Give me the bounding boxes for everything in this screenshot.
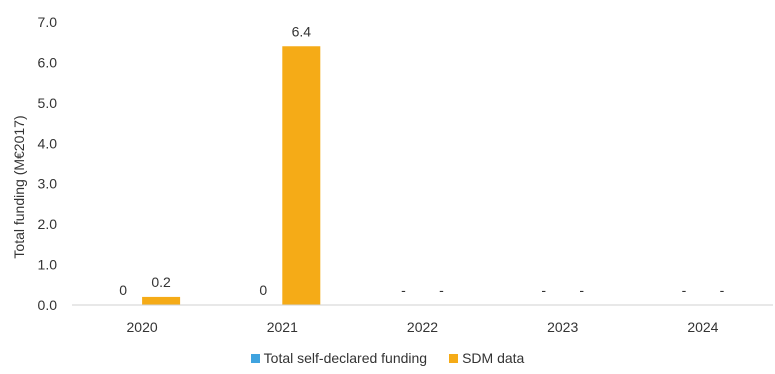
y-tick-label: 3.0 [38,176,58,192]
y-tick-label: 0.0 [38,297,58,313]
legend-swatch-sdm [449,353,459,363]
legend-label-self-declared: Total self-declared funding [263,350,428,366]
y-tick-label: 2.0 [38,216,58,232]
data-label: 0 [119,282,127,298]
x-tick-label: 2021 [267,319,298,335]
data-label: - [439,282,444,298]
data-label: - [682,282,687,298]
legend-swatch-self-declared [250,353,260,363]
y-tick-label: 6.0 [38,54,58,70]
y-tick-label: 1.0 [38,257,58,273]
legend-item-self-declared: Total self-declared funding [250,350,428,366]
data-label: - [401,282,406,298]
x-tick-label: 2020 [127,319,158,335]
data-label: 6.4 [292,23,312,39]
bar [142,296,181,305]
y-tick-label: 7.0 [38,14,58,30]
bar [282,46,321,305]
data-label: 0 [259,282,267,298]
data-label: - [541,282,546,298]
data-label: - [579,282,584,298]
x-tick-label: 2024 [687,319,718,335]
legend: Total self-declared funding SDM data [0,350,775,366]
data-label: - [720,282,725,298]
legend-item-sdm: SDM data [449,350,524,366]
legend-label-sdm: SDM data [462,350,525,366]
x-tick-label: 2023 [547,319,578,335]
y-tick-label: 4.0 [38,135,58,151]
y-tick-label: 5.0 [38,95,58,111]
data-label: 0.2 [151,274,171,290]
x-tick-label: 2022 [407,319,438,335]
y-axis-label: Total funding (M€2017) [11,115,27,258]
